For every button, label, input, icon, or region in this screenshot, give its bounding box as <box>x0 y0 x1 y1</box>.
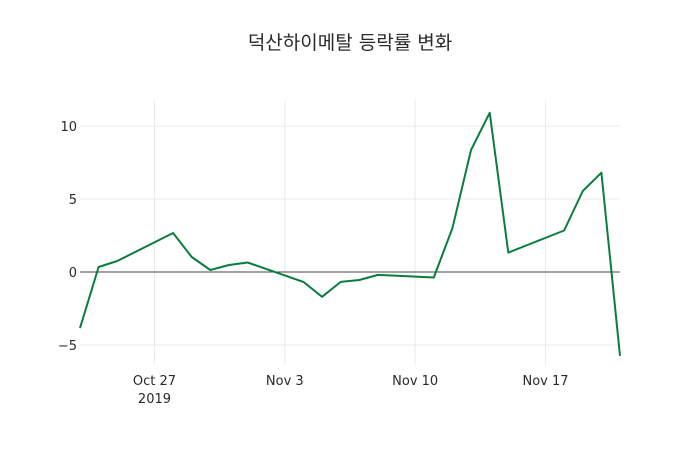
chart-title: 덕산하이메탈 등락률 변화 <box>247 32 453 54</box>
y-tick-label: 0 <box>69 266 77 281</box>
x-tick-label: Oct 27 <box>133 374 176 389</box>
x-tick-label: Nov 3 <box>266 374 304 389</box>
y-tick-label: 5 <box>69 193 77 208</box>
series-polyline <box>79 111 621 357</box>
x-tick-year-label: 2019 <box>138 392 171 407</box>
series-line <box>79 111 621 357</box>
y-tick-label: −5 <box>58 339 77 354</box>
gridlines <box>80 100 620 365</box>
x-tick-label: Nov 10 <box>392 374 438 389</box>
x-axis-ticks: Oct 27 2019 Nov 3 Nov 10 Nov 17 <box>133 374 569 407</box>
y-axis-ticks: −5 0 5 10 <box>58 120 77 354</box>
y-tick-label: 10 <box>60 120 77 135</box>
x-tick-label: Nov 17 <box>522 374 568 389</box>
